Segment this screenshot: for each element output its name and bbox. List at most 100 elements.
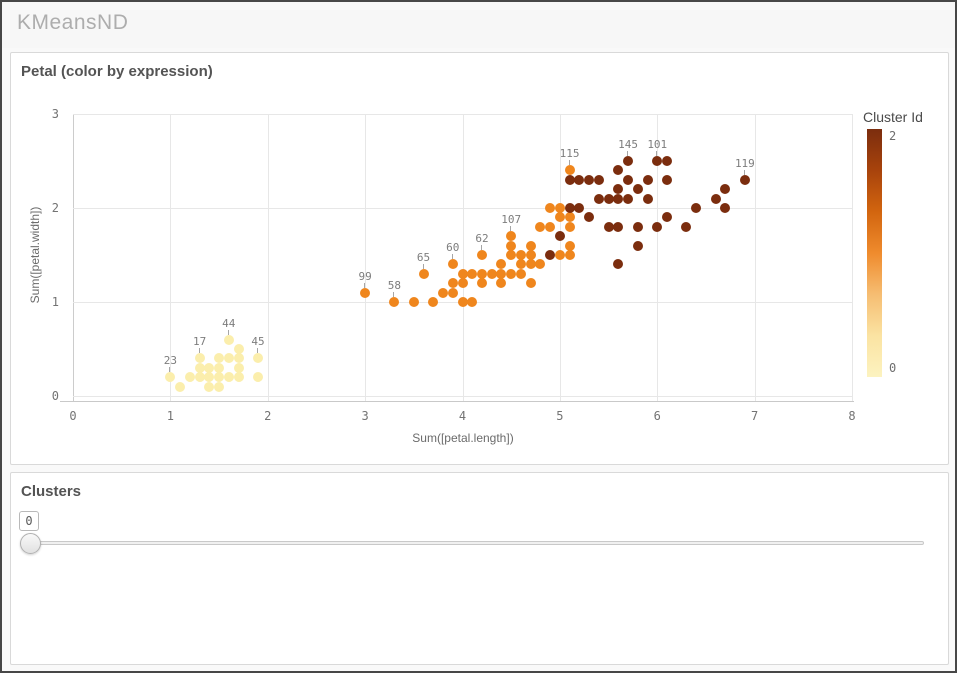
scatter-point[interactable] — [223, 372, 234, 383]
scatter-point[interactable] — [632, 240, 643, 251]
scatter-point[interactable] — [564, 174, 575, 185]
scatter-point[interactable] — [642, 193, 653, 204]
scatter-point[interactable] — [233, 362, 244, 373]
scatter-point[interactable] — [603, 193, 614, 204]
scatter-point[interactable] — [476, 278, 487, 289]
scatter-point[interactable] — [545, 250, 556, 260]
scatter-point[interactable] — [204, 362, 215, 373]
scatter-point[interactable] — [496, 268, 507, 279]
scatter-point[interactable] — [194, 362, 205, 373]
scatter-point[interactable] — [720, 203, 731, 213]
scatter-point[interactable] — [535, 221, 546, 232]
scatter-point[interactable] — [515, 259, 526, 270]
scatter-point[interactable] — [506, 240, 517, 251]
scatter-point[interactable] — [476, 250, 487, 260]
scatter-point[interactable] — [623, 156, 634, 166]
scatter-point[interactable] — [506, 268, 517, 279]
scatter-point[interactable] — [564, 240, 575, 251]
scatter-point[interactable] — [613, 165, 624, 176]
scatter-point[interactable] — [642, 174, 653, 185]
scatter-point[interactable] — [447, 287, 458, 298]
scatter-point[interactable] — [233, 344, 244, 354]
scatter-point[interactable] — [574, 174, 585, 185]
scatter-point[interactable] — [467, 297, 478, 307]
scatter-point[interactable] — [457, 268, 468, 279]
scatter-point[interactable] — [593, 193, 604, 204]
scatter-point[interactable] — [194, 353, 205, 364]
scatter-point[interactable] — [223, 334, 234, 345]
scatter-point[interactable] — [515, 268, 526, 279]
scatter-point[interactable] — [554, 203, 565, 213]
scatter-point[interactable] — [691, 203, 702, 213]
scatter-point[interactable] — [233, 353, 244, 364]
scatter-point[interactable] — [360, 287, 371, 298]
scatter-point[interactable] — [661, 174, 672, 185]
scatter-point[interactable] — [632, 184, 643, 195]
scatter-point[interactable] — [564, 165, 575, 176]
scatter-point[interactable] — [564, 203, 575, 213]
scatter-point[interactable] — [554, 250, 565, 260]
scatter-point[interactable] — [564, 250, 575, 260]
scatter-point[interactable] — [184, 372, 195, 383]
scatter-point[interactable] — [623, 174, 634, 185]
slider-value-box[interactable]: 0 — [19, 511, 39, 531]
scatter-point[interactable] — [613, 193, 624, 204]
scatter-point[interactable] — [457, 297, 468, 307]
scatter-point[interactable] — [525, 259, 536, 270]
scatter-point[interactable] — [554, 231, 565, 242]
scatter-point[interactable] — [428, 297, 439, 307]
scatter-point[interactable] — [214, 372, 225, 383]
scatter-point[interactable] — [467, 268, 478, 279]
scatter-point[interactable] — [438, 287, 449, 298]
scatter-point[interactable] — [593, 174, 604, 185]
scatter-point[interactable] — [496, 278, 507, 289]
slider-handle[interactable] — [20, 533, 41, 554]
scatter-point[interactable] — [584, 174, 595, 185]
scatter-point[interactable] — [253, 372, 263, 383]
scatter-point[interactable] — [496, 259, 507, 270]
scatter-point[interactable] — [564, 221, 575, 232]
scatter-point[interactable] — [204, 372, 215, 383]
scatter-point[interactable] — [632, 221, 643, 232]
slider-track[interactable] — [21, 541, 924, 545]
scatter-point[interactable] — [223, 353, 234, 364]
scatter-point[interactable] — [457, 278, 468, 289]
scatter-point[interactable] — [418, 268, 429, 279]
scatter-plot-area[interactable]: 0 1 2 3 4 5 6 7 8 0 1 2 3 23 17 44 45 99 58 65 60 62 107 115 145… — [52, 107, 856, 423]
scatter-point[interactable] — [545, 203, 556, 213]
scatter-point[interactable] — [535, 259, 546, 270]
scatter-point[interactable] — [515, 250, 526, 260]
scatter-point[interactable] — [506, 250, 517, 260]
scatter-point[interactable] — [720, 184, 731, 195]
scatter-point[interactable] — [389, 297, 400, 307]
scatter-point[interactable] — [564, 212, 575, 223]
scatter-point[interactable] — [408, 297, 419, 307]
scatter-point[interactable] — [613, 259, 624, 270]
scatter-point[interactable] — [214, 381, 225, 392]
scatter-point[interactable] — [447, 278, 458, 289]
scatter-point[interactable] — [661, 212, 672, 223]
scatter-point[interactable] — [486, 268, 497, 279]
scatter-point[interactable] — [233, 372, 244, 383]
scatter-point[interactable] — [476, 268, 487, 279]
scatter-point[interactable] — [525, 240, 536, 251]
scatter-point[interactable] — [584, 212, 595, 223]
scatter-point[interactable] — [739, 174, 750, 185]
scatter-point[interactable] — [613, 221, 624, 232]
scatter-point[interactable] — [506, 231, 517, 242]
scatter-point[interactable] — [545, 221, 556, 232]
scatter-point[interactable] — [652, 221, 663, 232]
scatter-point[interactable] — [194, 372, 205, 383]
scatter-point[interactable] — [603, 221, 614, 232]
scatter-point[interactable] — [214, 362, 225, 373]
scatter-point[interactable] — [710, 193, 721, 204]
scatter-point[interactable] — [652, 156, 663, 166]
scatter-point[interactable] — [447, 259, 458, 270]
scatter-point[interactable] — [681, 221, 692, 232]
scatter-point[interactable] — [574, 203, 585, 213]
scatter-point[interactable] — [613, 184, 624, 195]
scatter-point[interactable] — [204, 381, 215, 392]
scatter-point[interactable] — [214, 353, 225, 364]
scatter-point[interactable] — [175, 381, 186, 392]
scatter-point[interactable] — [623, 193, 634, 204]
